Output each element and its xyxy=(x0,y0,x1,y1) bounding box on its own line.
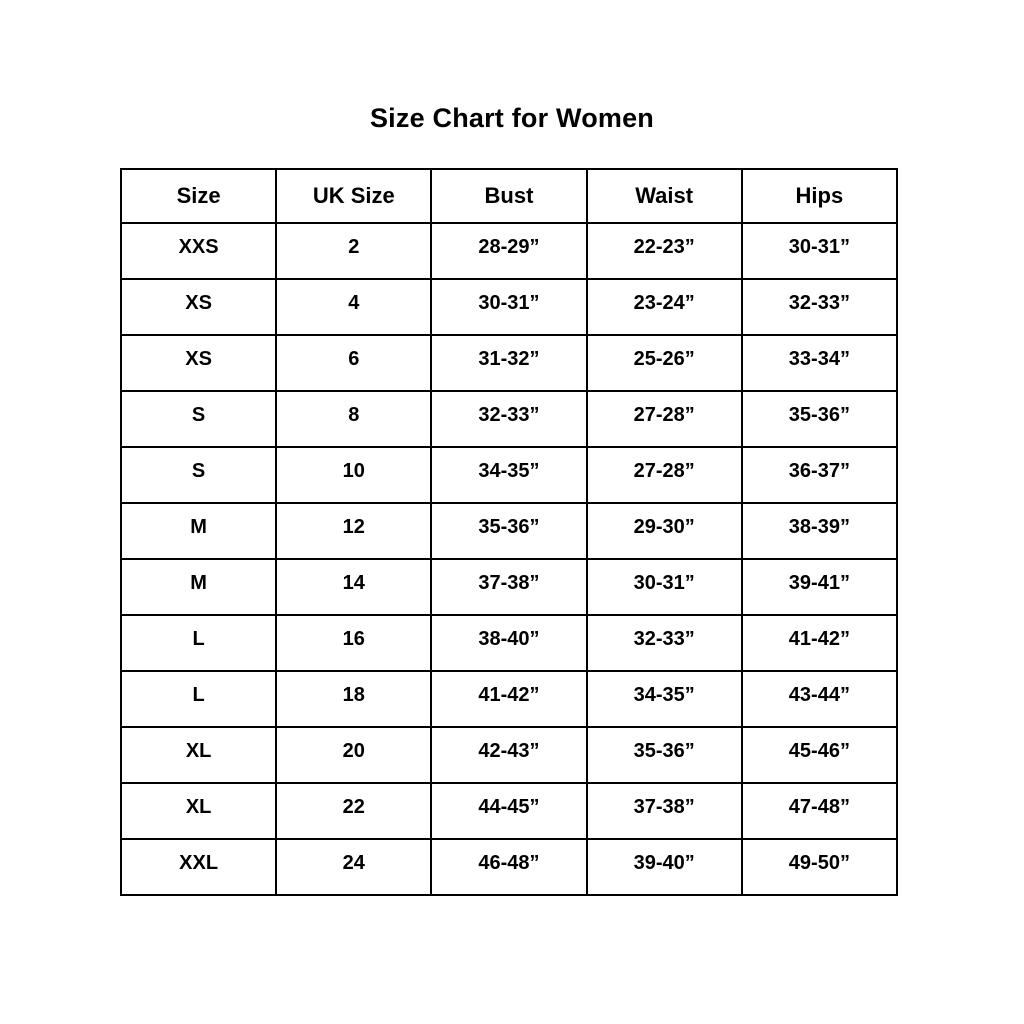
table-cell: 43-44” xyxy=(740,670,899,728)
table-cell: 37-38” xyxy=(430,558,588,616)
table-cell: XS xyxy=(119,278,278,336)
table-row: L 16 38-40” 32-33” 41-42” xyxy=(119,614,899,672)
table-cell: XL xyxy=(119,726,278,784)
table-cell: 49-50” xyxy=(740,838,899,896)
table-cell: 46-48” xyxy=(430,838,588,896)
table-cell: 30-31” xyxy=(740,222,899,280)
table-cell: S xyxy=(119,390,278,448)
column-header: Size xyxy=(119,168,278,224)
table-body: XXS 2 28-29” 22-23” 30-31” XS 4 30-31” 23-24” 32-… xyxy=(119,222,899,896)
table-cell: 22-23” xyxy=(585,222,743,280)
table-cell: 37-38” xyxy=(585,782,743,840)
table-cell: 32-33” xyxy=(740,278,899,336)
table-cell: XS xyxy=(119,334,278,392)
table-cell: 24 xyxy=(275,838,433,896)
column-header: Bust xyxy=(430,168,588,224)
table-cell: 41-42” xyxy=(430,670,588,728)
table-cell: 38-39” xyxy=(740,502,899,560)
column-header: Waist xyxy=(585,168,743,224)
table-cell: 23-24” xyxy=(585,278,743,336)
table-cell: S xyxy=(119,446,278,504)
table-cell: 16 xyxy=(275,614,433,672)
table-row: XS 6 31-32” 25-26” 33-34” xyxy=(119,334,899,392)
table-cell: 34-35” xyxy=(585,670,743,728)
table-cell: 32-33” xyxy=(585,614,743,672)
table-row: XXL 24 46-48” 39-40” 49-50” xyxy=(119,838,899,896)
table-cell: 42-43” xyxy=(430,726,588,784)
table-row: L 18 41-42” 34-35” 43-44” xyxy=(119,670,899,728)
table-row: S 10 34-35” 27-28” 36-37” xyxy=(119,446,899,504)
table-row: XS 4 30-31” 23-24” 32-33” xyxy=(119,278,899,336)
table-row: M 12 35-36” 29-30” 38-39” xyxy=(119,502,899,560)
table-cell: 47-48” xyxy=(740,782,899,840)
table-cell: 6 xyxy=(275,334,433,392)
table-cell: 39-40” xyxy=(585,838,743,896)
table-cell: 8 xyxy=(275,390,433,448)
table-cell: XXL xyxy=(119,838,278,896)
table-cell: 31-32” xyxy=(430,334,588,392)
table-cell: 22 xyxy=(275,782,433,840)
table-cell: 20 xyxy=(275,726,433,784)
table-cell: 41-42” xyxy=(740,614,899,672)
table-cell: 28-29” xyxy=(430,222,588,280)
table-cell: M xyxy=(119,502,278,560)
size-chart-table: Size UK Size Bust Waist Hips XXS 2 28-29” 22-23… xyxy=(119,168,899,896)
table-cell: 38-40” xyxy=(430,614,588,672)
table-cell: 34-35” xyxy=(430,446,588,504)
table-cell: 45-46” xyxy=(740,726,899,784)
table-cell: 27-28” xyxy=(585,446,743,504)
table-cell: 10 xyxy=(275,446,433,504)
table-cell: 14 xyxy=(275,558,433,616)
table-cell: 12 xyxy=(275,502,433,560)
table-cell: 27-28” xyxy=(585,390,743,448)
table-cell: 25-26” xyxy=(585,334,743,392)
table-row: XL 20 42-43” 35-36” 45-46” xyxy=(119,726,899,784)
table-cell: 33-34” xyxy=(740,334,899,392)
table-cell: 36-37” xyxy=(740,446,899,504)
table-cell: M xyxy=(119,558,278,616)
table-cell: 4 xyxy=(275,278,433,336)
table-cell: 44-45” xyxy=(430,782,588,840)
table-row: XXS 2 28-29” 22-23” 30-31” xyxy=(119,222,899,280)
table-cell: 35-36” xyxy=(585,726,743,784)
table-cell: 30-31” xyxy=(430,278,588,336)
table-row: S 8 32-33” 27-28” 35-36” xyxy=(119,390,899,448)
table-cell: XXS xyxy=(119,222,278,280)
table-cell: 29-30” xyxy=(585,502,743,560)
table-cell: L xyxy=(119,670,278,728)
header-row: Size UK Size Bust Waist Hips xyxy=(119,168,899,224)
table-cell: 18 xyxy=(275,670,433,728)
page-title: Size Chart for Women xyxy=(369,103,655,133)
table-cell: 35-36” xyxy=(740,390,899,448)
table-cell: 35-36” xyxy=(430,502,588,560)
table-row: XL 22 44-45” 37-38” 47-48” xyxy=(119,782,899,840)
table-cell: 2 xyxy=(275,222,433,280)
column-header: UK Size xyxy=(275,168,433,224)
column-header: Hips xyxy=(740,168,899,224)
table-cell: 30-31” xyxy=(585,558,743,616)
table-cell: XL xyxy=(119,782,278,840)
table-cell: L xyxy=(119,614,278,672)
table-cell: 39-41” xyxy=(740,558,899,616)
table-cell: 32-33” xyxy=(430,390,588,448)
table-row: M 14 37-38” 30-31” 39-41” xyxy=(119,558,899,616)
